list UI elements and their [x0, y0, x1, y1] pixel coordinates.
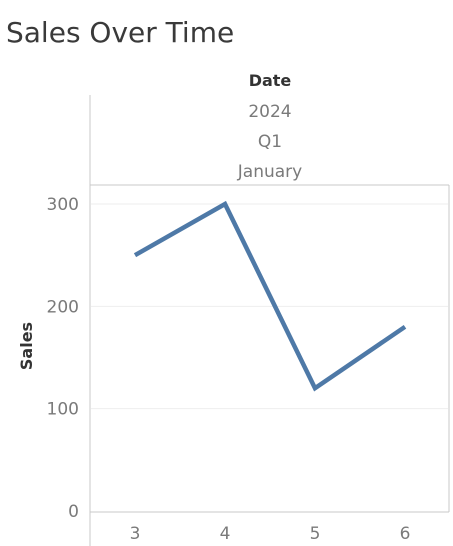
y-tick-label-200: 200	[47, 297, 79, 317]
y-tick-label-300: 300	[47, 195, 79, 215]
column-header-field: Date	[249, 71, 292, 90]
column-header-year: 2024	[248, 102, 291, 122]
x-tick-label-3: 3	[130, 524, 141, 544]
y-tick-label-100: 100	[47, 400, 79, 420]
column-header-month: January	[237, 162, 302, 182]
y-tick-label-0: 0	[68, 502, 79, 522]
chart-title: Sales Over Time	[6, 16, 234, 49]
column-header-quarter: Q1	[258, 132, 282, 152]
x-tick-label-5: 5	[310, 524, 321, 544]
sales-line-series	[133, 200, 407, 392]
x-tick-label-6: 6	[400, 524, 411, 544]
x-tick-label-4: 4	[220, 524, 231, 544]
y-axis-title: Sales	[17, 322, 36, 370]
